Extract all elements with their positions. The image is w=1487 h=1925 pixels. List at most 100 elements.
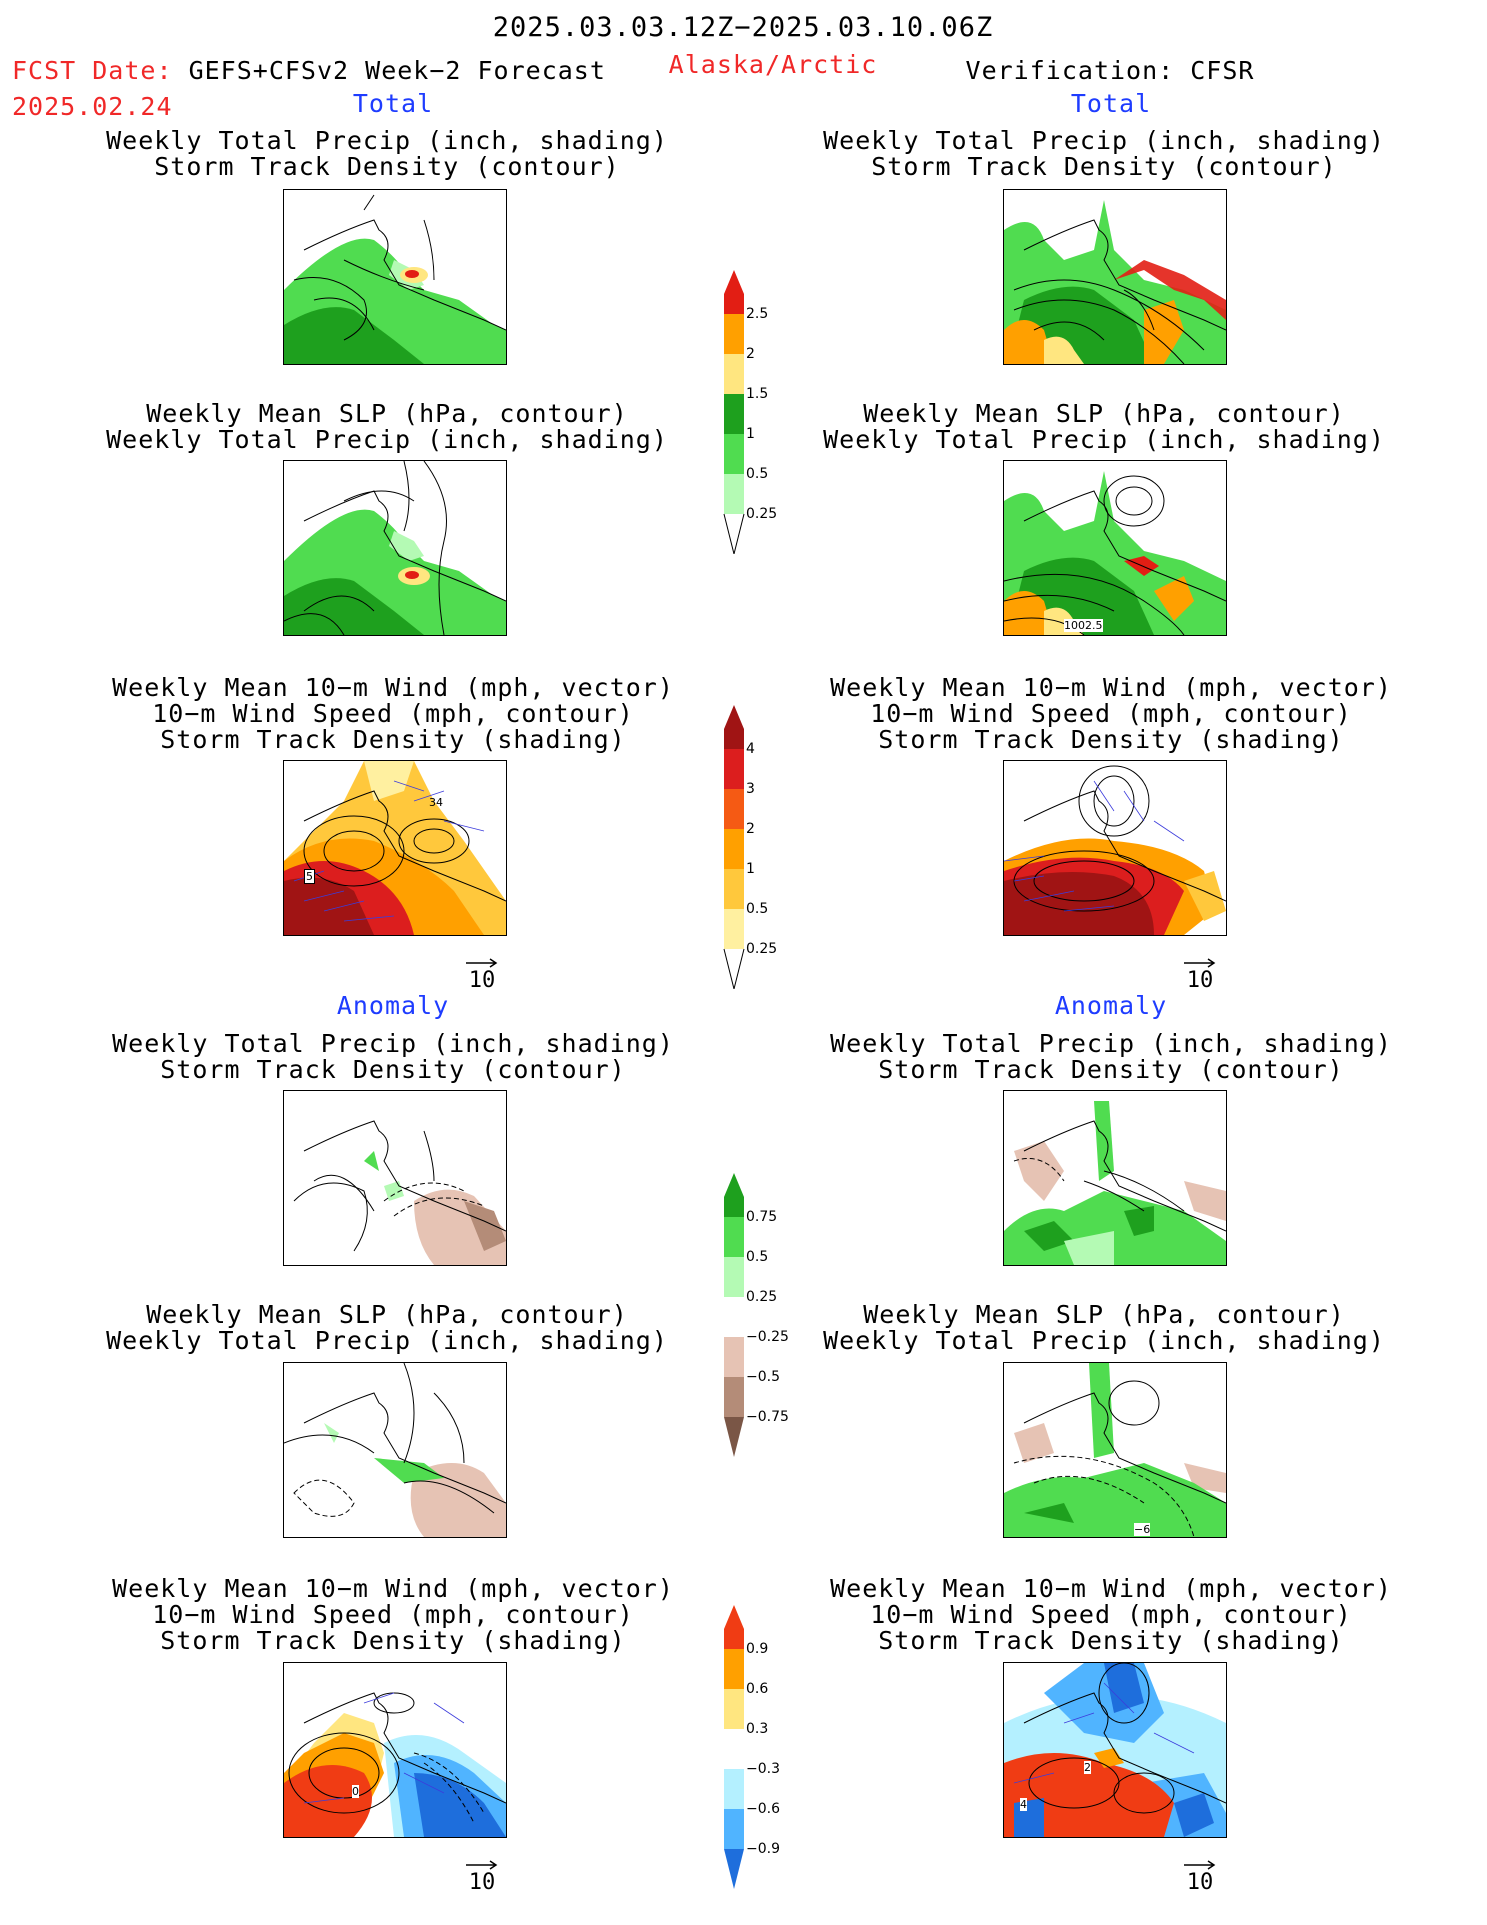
cb-precip-anom-label-1: 0.5	[746, 1249, 769, 1265]
title-anom-slp-fcst-1: Weekly Mean SLP (hPa, contour)	[146, 1300, 628, 1329]
title-anom-wind-cfsr-3: Storm Track Density (shading)	[878, 1626, 1344, 1655]
vector-ref-value: 10	[1186, 968, 1214, 993]
title-precip-storm-cfsr-1: Weekly Total Precip (inch, shading)	[823, 126, 1385, 155]
cb-storm-total-label-5: 0.25	[746, 941, 778, 957]
title-anom-wind-fcst-3: Storm Track Density (shading)	[160, 1626, 626, 1655]
cb-storm-anom-label-1: 0.6	[746, 1681, 769, 1697]
title-wind-fcst-3: Storm Track Density (shading)	[160, 725, 626, 754]
title-wind-cfsr-3: Storm Track Density (shading)	[878, 725, 1344, 754]
cb-precip-total-label-3: 1	[746, 426, 755, 442]
verification-label: Verification: CFSR	[965, 56, 1255, 85]
title-precip-storm-fcst-2: Storm Track Density (contour)	[154, 152, 620, 181]
title-anom-wind-cfsr-1: Weekly Mean 10−m Wind (mph, vector)	[830, 1574, 1392, 1603]
map-anom-precip-storm-fcst	[283, 1090, 507, 1266]
vector-ref-total-cfsr: 10	[1183, 958, 1217, 992]
colorbar-precip-total-scale	[723, 270, 745, 555]
map-anom-slp-precip-cfsr: −6	[1003, 1362, 1227, 1538]
fcst-date-line: FCST Date: GEFS+CFSv2 Week−2 Forecast	[12, 58, 606, 83]
vector-ref-anom-fcst: 10	[465, 1860, 499, 1894]
cb-precip-total-label-2: 1.5	[746, 386, 769, 402]
vector-ref-total-fcst: 10	[465, 958, 499, 992]
title-anom-slp-cfsr-1: Weekly Mean SLP (hPa, contour)	[863, 1300, 1345, 1329]
map-slp-precip-cfsr: 1002.5	[1003, 460, 1227, 636]
title-anom-precip-storm-cfsr-1: Weekly Total Precip (inch, shading)	[830, 1029, 1392, 1058]
map-anom-slp-precip-fcst	[283, 1362, 507, 1538]
arrow-icon	[466, 958, 498, 968]
title-anom-precip-storm-cfsr-2: Storm Track Density (contour)	[878, 1055, 1344, 1084]
title-anom-precip-storm-fcst-2: Storm Track Density (contour)	[160, 1055, 626, 1084]
colorbar-precip-total: 2.5 2 1.5 1 0.5 0.25	[718, 270, 777, 558]
cb-precip-total-label-0: 2.5	[746, 306, 769, 322]
cb-precip-anom-label-2: 0.25	[746, 1289, 778, 1305]
cb-precip-total-label-1: 2	[746, 346, 755, 362]
section-total-left: Total	[352, 89, 434, 118]
title-wind-fcst-2: 10−m Wind Speed (mph, contour)	[152, 699, 634, 728]
map-anom-wind-storm-cfsr: 2 4	[1003, 1662, 1227, 1838]
map-wind-storm-fcst: 5 34	[283, 760, 507, 936]
fcst-date-label: FCST Date:	[12, 56, 173, 85]
title-wind-fcst-1: Weekly Mean 10−m Wind (mph, vector)	[112, 673, 674, 702]
colorbar-storm-anom: 0.9 0.6 0.3 −0.3 −0.6 −0.9	[718, 1605, 780, 1893]
title-anom-precip-storm-fcst-1: Weekly Total Precip (inch, shading)	[112, 1029, 674, 1058]
cb-storm-total-label-3: 1	[746, 861, 755, 877]
title-precip-storm-fcst-1: Weekly Total Precip (inch, shading)	[106, 126, 668, 155]
colorbar-precip-anom-scale	[724, 1173, 744, 1457]
cb-precip-total-label-4: 0.5	[746, 466, 769, 482]
wind-anom-cfsr-label: 2	[1084, 1761, 1091, 1774]
cb-precip-anom-label-3: −0.25	[746, 1329, 789, 1345]
map-anom-precip-storm-cfsr	[1003, 1090, 1227, 1266]
title-anom-wind-cfsr-2: 10−m Wind Speed (mph, contour)	[870, 1600, 1352, 1629]
vector-ref-anom-cfsr: 10	[1183, 1860, 1217, 1894]
cb-storm-anom-label-0: 0.9	[746, 1641, 769, 1657]
wind-anom-cfsr-label-2: 4	[1020, 1798, 1027, 1811]
title-anom-slp-fcst-2: Weekly Total Precip (inch, shading)	[106, 1326, 668, 1355]
title-wind-cfsr-2: 10−m Wind Speed (mph, contour)	[870, 699, 1352, 728]
wind-anom-fcst-label: 0	[352, 1785, 359, 1798]
arrow-icon	[1184, 958, 1216, 968]
cb-storm-anom-label-3: −0.3	[746, 1761, 780, 1777]
slp-anom-cfsr-contour-label: −6	[1134, 1523, 1151, 1536]
map-precip-storm-fcst	[283, 189, 507, 365]
cb-storm-anom-label-2: 0.3	[746, 1721, 769, 1737]
vector-ref-value: 10	[468, 968, 496, 993]
title-slp-precip-fcst-2: Weekly Total Precip (inch, shading)	[106, 425, 668, 454]
title-slp-precip-fcst-1: Weekly Mean SLP (hPa, contour)	[146, 399, 628, 428]
title-slp-precip-cfsr-1: Weekly Mean SLP (hPa, contour)	[863, 399, 1345, 428]
arrow-icon	[1184, 1860, 1216, 1870]
map-slp-precip-fcst	[283, 460, 507, 636]
wind-fcst-label: 5	[304, 869, 315, 884]
fcst-date: 2025.02.24	[12, 92, 173, 121]
cb-precip-total-label-5: 0.25	[746, 506, 778, 522]
wind-fcst-speed-label: 34	[429, 796, 443, 809]
cb-precip-anom-label-4: −0.5	[746, 1369, 780, 1385]
region-label: Alaska/Arctic	[668, 50, 878, 79]
section-total-right: Total	[1070, 89, 1152, 118]
cb-precip-anom-label-0: 0.75	[746, 1209, 778, 1225]
title-anom-wind-fcst-1: Weekly Mean 10−m Wind (mph, vector)	[112, 1574, 674, 1603]
valid-period: 2025.03.03.12Z−2025.03.10.06Z	[492, 12, 994, 43]
title-wind-cfsr-1: Weekly Mean 10−m Wind (mph, vector)	[830, 673, 1392, 702]
vector-ref-value: 10	[1186, 1870, 1214, 1895]
cb-storm-total-label-1: 3	[746, 781, 755, 797]
title-anom-slp-cfsr-2: Weekly Total Precip (inch, shading)	[823, 1326, 1385, 1355]
cb-storm-anom-label-4: −0.6	[746, 1801, 780, 1817]
section-anomaly-right: Anomaly	[1054, 991, 1168, 1020]
cb-storm-anom-label-5: −0.9	[746, 1841, 780, 1857]
title-precip-storm-cfsr-2: Storm Track Density (contour)	[871, 152, 1337, 181]
map-precip-storm-cfsr	[1003, 189, 1227, 365]
fcst-model: GEFS+CFSv2 Week−2 Forecast	[188, 56, 606, 85]
colorbar-precip-anom: 0.75 0.5 0.25 −0.25 −0.5 −0.75	[718, 1173, 789, 1461]
map-wind-storm-cfsr	[1003, 760, 1227, 936]
cb-storm-total-label-4: 0.5	[746, 901, 769, 917]
colorbar-storm-total: 4 3 2 1 0.5 0.25	[718, 705, 777, 993]
cb-storm-total-label-2: 2	[746, 821, 755, 837]
vector-ref-value: 10	[468, 1870, 496, 1895]
title-anom-wind-fcst-2: 10−m Wind Speed (mph, contour)	[152, 1600, 634, 1629]
cb-precip-anom-label-5: −0.75	[746, 1409, 789, 1425]
map-anom-wind-storm-fcst: 0	[283, 1662, 507, 1838]
title-slp-precip-cfsr-2: Weekly Total Precip (inch, shading)	[823, 425, 1385, 454]
cb-storm-total-label-0: 4	[746, 741, 755, 757]
slp-cfsr-contour-label: 1002.5	[1064, 619, 1103, 632]
section-anomaly-left: Anomaly	[336, 991, 450, 1020]
arrow-icon	[466, 1860, 498, 1870]
